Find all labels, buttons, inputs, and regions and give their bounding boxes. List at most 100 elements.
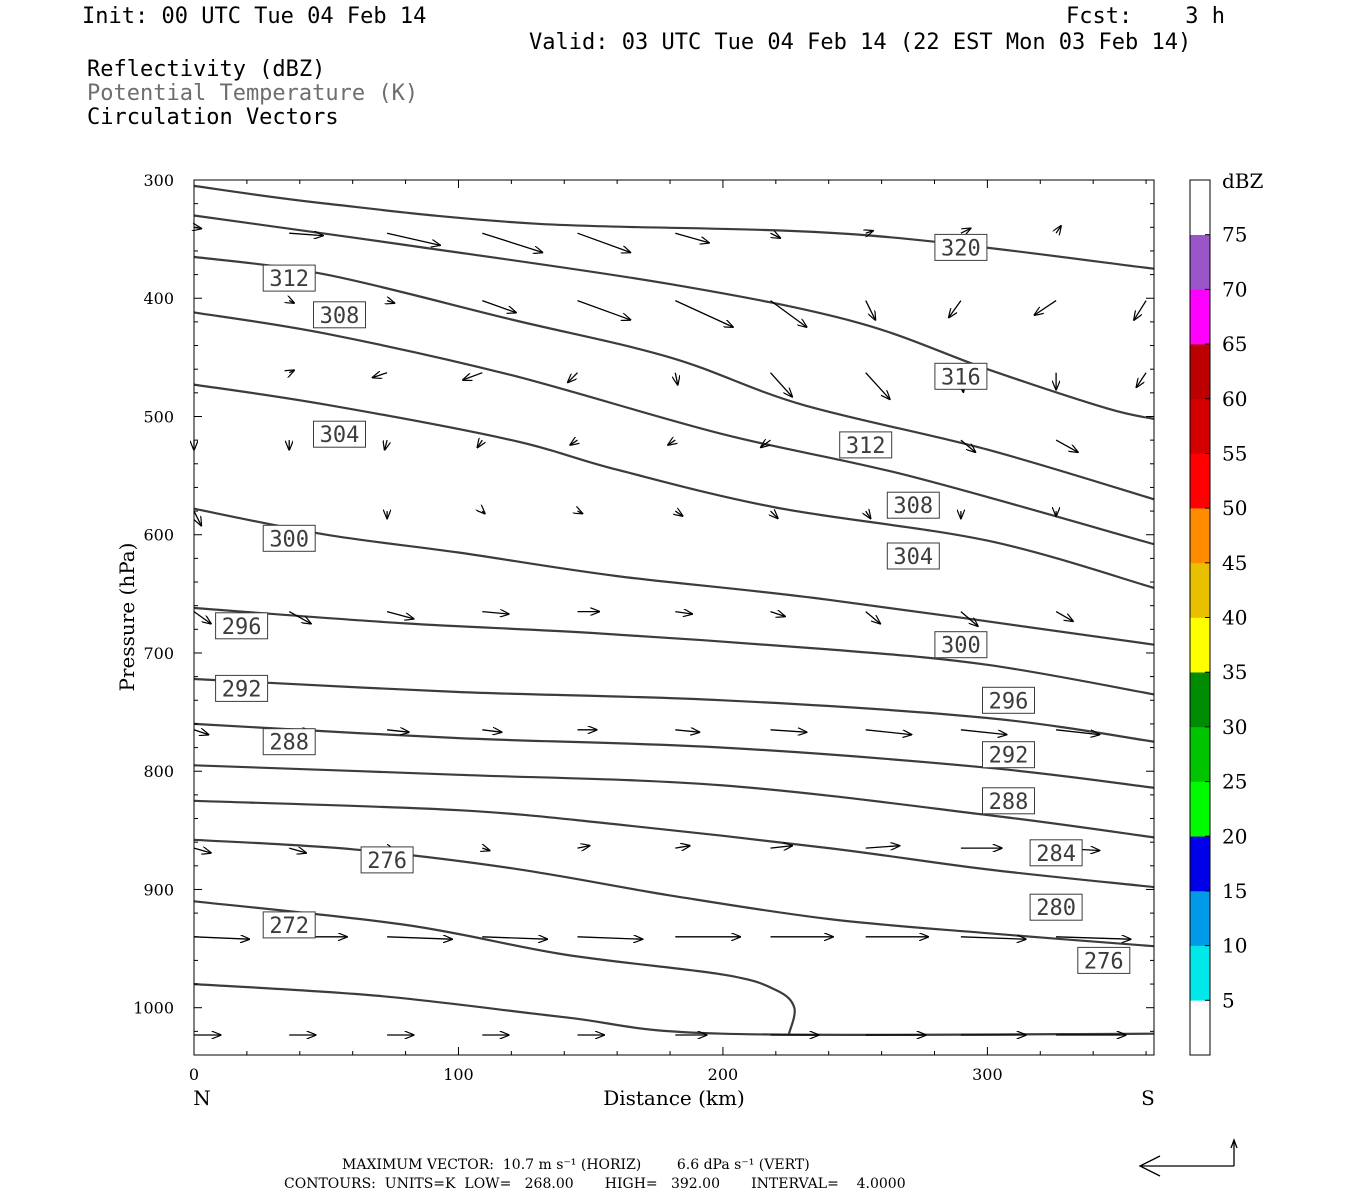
contour-label-box [934, 631, 988, 659]
contour-label-box [313, 301, 366, 329]
circulation-vector [482, 612, 508, 614]
circulation-vector [386, 610, 413, 619]
circulation-vectors [193, 226, 1147, 1035]
contour-label: 316 [941, 365, 981, 390]
colorbar-segment [1190, 781, 1210, 837]
colorbar-tick-label: 35 [1222, 660, 1247, 684]
colorbar-tick-label: 65 [1222, 332, 1247, 356]
circulation-vector [288, 611, 311, 624]
contour-label: 296 [989, 689, 1029, 714]
y-tick-label: 500 [143, 407, 174, 426]
contour-label-box [313, 420, 366, 448]
contour-label: 280 [1036, 896, 1076, 921]
y-axis-ticks: 300 400 500 600 700 800 900 1000 [133, 171, 1154, 1056]
circulation-vector [482, 299, 516, 313]
contour-label: 292 [989, 744, 1029, 769]
colorbar-segment [1190, 726, 1210, 782]
circulation-vector [289, 301, 294, 303]
circulation-vector [675, 846, 689, 848]
contour-label: 276 [367, 849, 407, 874]
colorbar-tick-label: 15 [1222, 879, 1247, 903]
circulation-vector [387, 301, 394, 303]
circulation-vector [193, 937, 249, 939]
circulation-vector [482, 232, 542, 252]
colorbar-tick-label: 70 [1222, 277, 1247, 301]
circulation-vector [865, 300, 876, 320]
circulation-vector [865, 846, 900, 848]
circulation-vector [865, 372, 890, 399]
colorbar-segment [1190, 398, 1210, 454]
theta-contour-292 [193, 677, 1155, 743]
contour-label-box [886, 542, 940, 570]
circulation-vector [949, 300, 962, 318]
contour-label-box [982, 787, 1035, 815]
theta-contour-268 [193, 983, 1155, 1037]
x-tick-label: 200 [708, 1065, 739, 1084]
colorbar-segment [1190, 344, 1210, 400]
contour-label-box [1077, 946, 1131, 974]
circulation-vector [675, 511, 682, 516]
contour-label: 320 [941, 236, 981, 261]
colorbar-segment [1190, 289, 1210, 345]
circulation-vector [960, 611, 978, 626]
contour-label-box [262, 264, 316, 292]
contour-label: 296 [222, 615, 262, 640]
circulation-vector [577, 846, 590, 848]
colorbar-segment [1190, 617, 1210, 673]
circulation-vector [865, 729, 912, 735]
circulation-vector [578, 511, 583, 513]
contour-label: 308 [320, 304, 360, 329]
circulation-vector [960, 439, 975, 452]
circulation-vector [770, 846, 793, 848]
circulation-vector [1056, 937, 1130, 939]
legend-potential-temperature: Potential Temperature (K) [87, 81, 419, 106]
contour-label: 292 [222, 677, 262, 702]
contour-label: 288 [269, 731, 309, 756]
circulation-vector [577, 299, 631, 320]
theta-contour-296 [193, 606, 1155, 696]
circulation-vector [373, 373, 388, 378]
colorbar-unit: dBZ [1222, 169, 1264, 193]
y-tick-label: 300 [143, 171, 174, 190]
plot-frame [193, 179, 1155, 1056]
colorbar-segment [1190, 945, 1210, 1001]
contour-label-box [1029, 839, 1083, 867]
circulation-vector [463, 372, 483, 380]
circulation-vector [865, 611, 880, 624]
theta-contour-308 [193, 311, 1155, 546]
circulation-vector [770, 233, 781, 238]
colorbar-tick-label: 50 [1222, 496, 1247, 520]
contour-label-box [360, 846, 414, 874]
colorbar-segment [1190, 562, 1210, 618]
circulation-vector [387, 730, 409, 732]
colorbar-tick-label: 45 [1222, 551, 1247, 575]
colorbar-tick-label: 75 [1222, 223, 1247, 247]
theta-contour-288 [193, 722, 1155, 789]
contour-label: 304 [320, 423, 360, 448]
contour-label: 312 [269, 267, 309, 292]
contour-label-box [839, 431, 893, 459]
colorbar-segment [1190, 180, 1210, 235]
circulation-vector [960, 729, 1007, 735]
init-time-label: Init: 00 UTC Tue 04 Feb 14 [82, 4, 427, 29]
valid-time-label: Valid: 03 UTC Tue 04 Feb 14 (22 EST Mon … [529, 30, 1192, 55]
colorbar-segment [1190, 672, 1210, 728]
y-tick-label: 600 [143, 526, 174, 545]
circulation-vector [866, 511, 871, 518]
circulation-vector [675, 300, 733, 327]
contour-label-box [982, 686, 1035, 714]
contour-label: 288 [989, 790, 1029, 815]
y-tick-label: 700 [143, 644, 174, 663]
circulation-vector [960, 228, 971, 233]
circulation-vector [770, 730, 807, 732]
circulation-vector [675, 232, 709, 243]
theta-contour-280 [193, 799, 1155, 889]
contour-label-box [262, 728, 316, 756]
circulation-vector [761, 440, 771, 447]
contour-labels: 320 316 312 308 304 300 296 292 288 284 280 276 272 2… [215, 233, 1131, 974]
circulation-vector [675, 372, 677, 385]
circulation-vector [1056, 226, 1061, 233]
contour-label: 272 [269, 914, 309, 939]
colorbar-segment [1190, 508, 1210, 564]
theta-contours [193, 184, 1155, 1037]
